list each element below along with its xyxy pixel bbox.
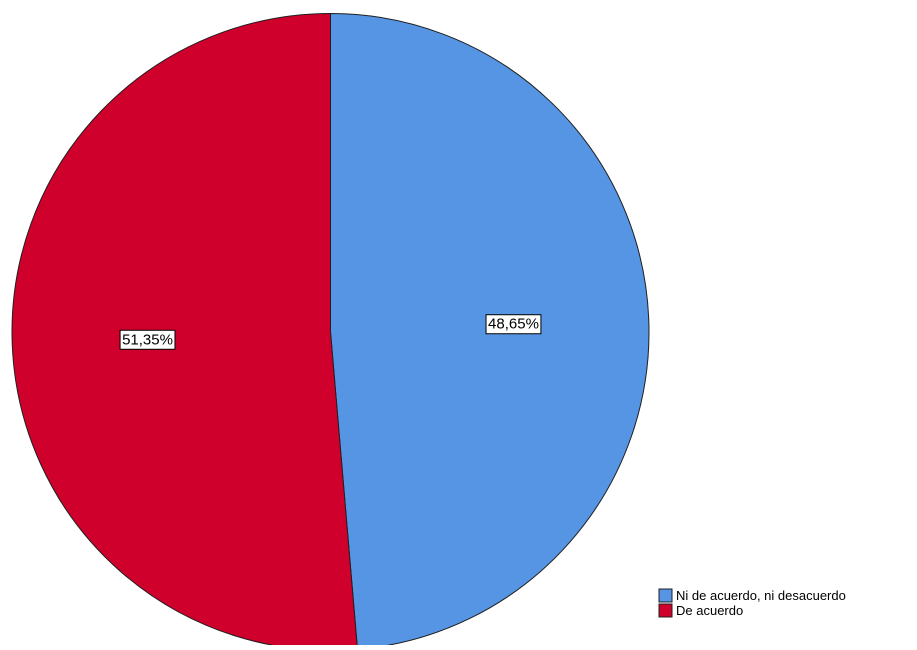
legend-label-1: Ni de acuerdo, ni desacuerdo (676, 588, 846, 603)
data-label-text-1: 48,65% (488, 316, 539, 333)
pie-slice-2 (11, 12, 359, 650)
data-label-box-1 (485, 314, 542, 335)
legend-label-2: De acuerdo (676, 603, 743, 618)
pie-slices (11, 12, 650, 650)
data-label-2: 51,35% (119, 329, 176, 350)
data-label-text-2: 51,35% (122, 331, 173, 348)
data-label-1: 48,65% (485, 314, 542, 335)
pie-data-labels: 48,65% 51,35% (119, 314, 542, 350)
data-label-box-2 (119, 329, 176, 350)
legend-swatch-1 (658, 588, 673, 603)
legend-swatch-2 (658, 603, 673, 618)
